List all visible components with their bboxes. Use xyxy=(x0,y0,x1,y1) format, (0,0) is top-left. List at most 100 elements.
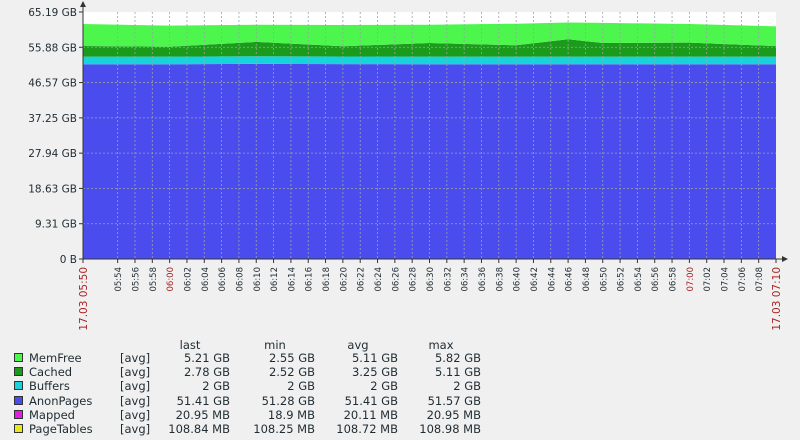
legend-series-fn: [avg] xyxy=(120,422,151,436)
legend-header-avg: avg xyxy=(347,338,369,352)
x-tick-label: 06:02 xyxy=(183,267,193,292)
x-tick-label: 06:48 xyxy=(582,267,592,292)
x-tick-label: 06:06 xyxy=(218,267,228,292)
legend-swatch xyxy=(14,395,23,405)
legend-value-last: 108.84 MB xyxy=(168,422,230,436)
legend-value-last: 5.21 GB xyxy=(183,351,230,365)
legend-value-min: 108.25 MB xyxy=(253,422,315,436)
x-tick-label: 06:08 xyxy=(235,267,245,292)
legend-swatch xyxy=(14,367,23,377)
x-tick-label: 06:30 xyxy=(426,267,436,292)
x-tick-label: 06:14 xyxy=(287,267,297,292)
legend-swatch xyxy=(14,381,23,391)
legend-header-last: last xyxy=(179,338,201,352)
legend-row-memfree: MemFree [avg] 5.21 GB 2.55 GB 5.11 GB 5.82 GB xyxy=(14,351,494,365)
legend-value-avg: 3.25 GB xyxy=(351,365,398,380)
legend-value-max: 108.98 MB xyxy=(419,422,481,436)
legend-row-pagetables: PageTables [avg] 108.84 MB 108.25 MB 108.72 … xyxy=(14,422,494,436)
legend-series-fn: [avg] xyxy=(120,379,151,394)
legend-series-name: Mapped xyxy=(29,407,75,422)
legend-series-name: MemFree xyxy=(29,351,82,365)
grid-layer xyxy=(83,12,776,259)
y-tick-label: 0 B xyxy=(60,254,77,266)
legend-row-mapped: Mapped [avg] 20.95 MB 18.9 MB 20.11 MB 20.95 … xyxy=(14,408,494,422)
x-tick-label: 06:50 xyxy=(599,267,609,292)
x-tick-label: 07:08 xyxy=(755,267,765,292)
x-tick-label: 06:22 xyxy=(357,267,367,292)
legend-value-avg: 108.72 MB xyxy=(336,422,398,436)
legend-series-fn: [avg] xyxy=(120,365,151,380)
y-tick-label: 18.63 GB xyxy=(28,183,77,195)
x-tick-label: 06:44 xyxy=(547,267,557,292)
x-tick-label: 07:06 xyxy=(738,267,748,292)
x-tick-label: 06:52 xyxy=(617,267,627,292)
x-tick-label: 06:04 xyxy=(201,267,211,292)
y-tick-label: 37.25 GB xyxy=(28,113,77,125)
legend-swatch xyxy=(14,353,23,362)
x-tick-label: 06:28 xyxy=(409,267,419,292)
legend-value-max: 20.95 MB xyxy=(426,407,481,422)
x-tick-label: 06:32 xyxy=(443,267,453,292)
legend-value-last: 20.95 MB xyxy=(175,407,230,422)
x-axis-arrow xyxy=(782,256,788,262)
x-tick-label: 06:42 xyxy=(530,267,540,292)
legend-value-min: 2 GB xyxy=(287,379,315,394)
legend-series-name: Cached xyxy=(29,365,73,380)
x-tick-label: 06:34 xyxy=(461,267,471,292)
legend-value-max: 2 GB xyxy=(453,379,481,394)
legend-row-anonpages: AnonPages [avg] 51.41 GB 51.28 GB 51.41 GB 51… xyxy=(14,394,494,408)
legend-value-last: 2 GB xyxy=(202,379,230,394)
x-tick-label: 07:00 xyxy=(686,267,696,292)
x-tick-label: 06:10 xyxy=(253,267,263,292)
y-tick-label: 46.57 GB xyxy=(28,78,77,90)
legend-row-cached: Cached [avg] 2.78 GB 2.52 GB 3.25 GB 5.11 GB xyxy=(14,365,494,379)
legend-value-max: 5.82 GB xyxy=(434,351,481,365)
legend-value-avg: 51.41 GB xyxy=(344,393,398,408)
x-tick-label: 05:56 xyxy=(131,267,141,292)
x-tick-label: 06:38 xyxy=(495,267,505,292)
legend-value-last: 51.41 GB xyxy=(176,393,230,408)
x-tick-label: 07:04 xyxy=(721,267,731,292)
x-tick-label: 06:40 xyxy=(513,267,523,292)
x-tick-label: 06:46 xyxy=(565,267,575,292)
legend-value-max: 5.11 GB xyxy=(434,365,481,380)
legend-value-max: 51.57 GB xyxy=(427,393,481,408)
x-tick-label: 05:58 xyxy=(149,267,159,292)
legend-swatch xyxy=(14,409,23,419)
legend-value-avg: 5.11 GB xyxy=(351,351,398,365)
axis-layer: 0 B 9.31 GB 18.63 GB 27.94 GB 37.25 GB 46.57 … xyxy=(28,1,788,331)
x-tick-label: 06:26 xyxy=(391,267,401,292)
legend-value-avg: 20.11 MB xyxy=(343,407,398,422)
x-tick-label: 05:54 xyxy=(114,267,124,292)
x-tick-label: 06:16 xyxy=(305,267,315,292)
legend-series-name: Buffers xyxy=(29,379,70,394)
y-axis-arrow xyxy=(80,1,86,7)
y-tick-label: 9.31 GB xyxy=(35,219,77,231)
y-tick-label: 55.88 GB xyxy=(28,42,77,54)
x-end-label: 17.03 07:10 xyxy=(771,267,783,331)
x-tick-label: 06:12 xyxy=(270,267,280,292)
legend-value-min: 18.9 MB xyxy=(267,407,315,422)
x-tick-label: 06:58 xyxy=(669,267,679,292)
legend-value-min: 51.28 GB xyxy=(261,393,315,408)
x-tick-label: 06:36 xyxy=(478,267,488,292)
legend-series-name: AnonPages xyxy=(29,393,93,408)
x-tick-label: 06:20 xyxy=(339,267,349,292)
legend-header-max: max xyxy=(428,338,454,352)
legend-value-min: 2.52 GB xyxy=(268,365,315,380)
legend-header-min: min xyxy=(264,338,286,352)
y-tick-label: 65.19 GB xyxy=(28,7,77,19)
x-start-label: 17.03 05:50 xyxy=(78,267,90,331)
x-tick-label: 07:02 xyxy=(703,267,713,292)
legend-value-avg: 2 GB xyxy=(370,379,398,394)
legend-series-name: PageTables xyxy=(29,422,93,436)
x-tick-label: 06:24 xyxy=(374,267,384,292)
legend-row-buffers: Buffers [avg] 2 GB 2 GB 2 GB 2 GB xyxy=(14,379,494,393)
x-tick-label: 06:00 xyxy=(166,267,176,292)
legend-value-min: 2.55 GB xyxy=(268,351,315,365)
x-tick-label: 06:56 xyxy=(651,267,661,292)
legend-series-fn: [avg] xyxy=(120,407,151,422)
legend-series-fn: [avg] xyxy=(120,393,151,408)
x-tick-label: 06:18 xyxy=(322,267,332,292)
